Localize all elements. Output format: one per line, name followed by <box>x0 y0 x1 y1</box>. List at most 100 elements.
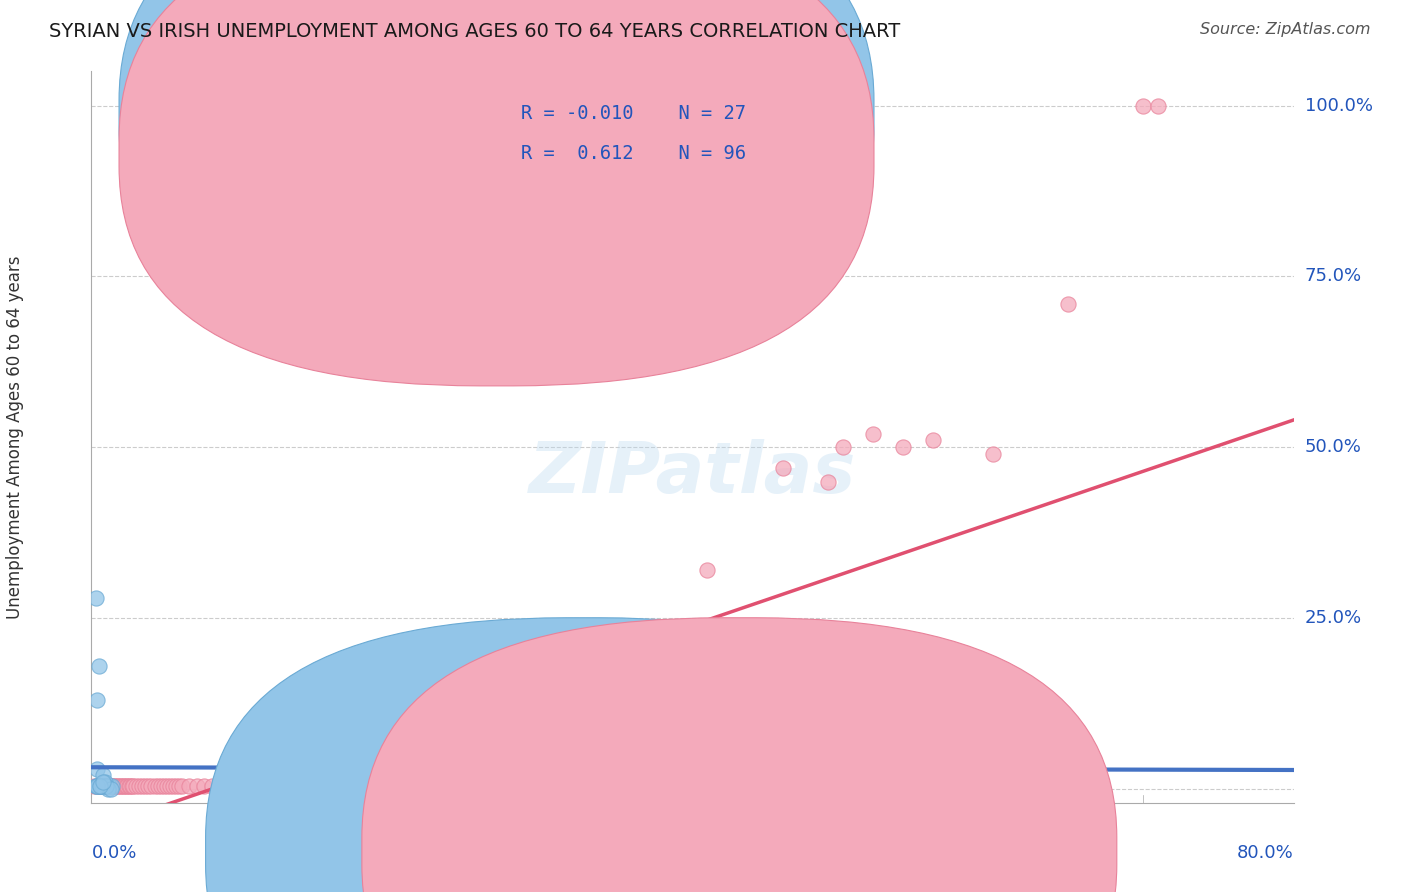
Point <box>727 755 749 769</box>
Point <box>756 747 779 762</box>
Point <box>696 563 718 577</box>
Point <box>801 741 824 756</box>
Point <box>1057 297 1080 311</box>
Point <box>167 779 190 793</box>
Text: 25.0%: 25.0% <box>1305 609 1362 627</box>
FancyBboxPatch shape <box>458 82 770 185</box>
Point <box>84 779 107 793</box>
Point <box>772 460 794 475</box>
Point <box>276 775 298 789</box>
Text: Irish: Irish <box>765 842 803 860</box>
Point <box>162 779 184 793</box>
Point <box>87 779 110 793</box>
Point <box>98 779 121 793</box>
Point <box>741 755 763 769</box>
Point <box>86 693 108 707</box>
Point <box>89 779 111 793</box>
Point <box>128 779 150 793</box>
Point <box>90 779 112 793</box>
Point <box>84 779 107 793</box>
Point <box>591 768 613 782</box>
Point <box>101 779 124 793</box>
Point <box>426 772 449 786</box>
Point <box>97 779 120 793</box>
Point <box>576 768 599 782</box>
Point <box>94 779 117 793</box>
Point <box>149 779 172 793</box>
Point <box>110 779 132 793</box>
Point <box>86 762 108 776</box>
Point <box>440 772 463 786</box>
Point <box>104 779 127 793</box>
FancyBboxPatch shape <box>361 618 1116 892</box>
Text: 80.0%: 80.0% <box>1237 845 1294 863</box>
Point <box>121 779 143 793</box>
Point <box>146 779 169 793</box>
Point <box>159 779 181 793</box>
Point <box>114 779 136 793</box>
Point <box>86 779 108 793</box>
Point <box>134 779 156 793</box>
Point <box>1132 98 1154 112</box>
Point <box>143 779 166 793</box>
Point <box>108 779 131 793</box>
Point <box>97 779 120 793</box>
Point <box>84 591 107 605</box>
Point <box>98 779 121 793</box>
Point <box>501 772 523 786</box>
Point <box>96 779 118 793</box>
Point <box>666 762 689 776</box>
Point <box>155 779 177 793</box>
Text: Source: ZipAtlas.com: Source: ZipAtlas.com <box>1201 22 1371 37</box>
Point <box>260 779 283 793</box>
Point <box>94 775 117 789</box>
Point <box>246 779 269 793</box>
Point <box>86 779 108 793</box>
Point <box>546 768 568 782</box>
Point <box>101 779 124 793</box>
Point <box>891 440 914 454</box>
Text: Unemployment Among Ages 60 to 64 years: Unemployment Among Ages 60 to 64 years <box>6 255 24 619</box>
Point <box>177 779 200 793</box>
Point <box>115 779 138 793</box>
Point <box>456 772 478 786</box>
Point <box>395 775 418 789</box>
FancyBboxPatch shape <box>120 0 875 386</box>
Point <box>125 779 148 793</box>
Point <box>817 475 839 489</box>
Text: R = -0.010    N = 27: R = -0.010 N = 27 <box>520 104 745 123</box>
Point <box>922 434 945 448</box>
Point <box>118 779 141 793</box>
Point <box>561 768 583 782</box>
Point <box>87 779 110 793</box>
Point <box>651 762 673 776</box>
Point <box>215 779 238 793</box>
Point <box>93 779 115 793</box>
Point <box>621 765 644 780</box>
Point <box>486 772 509 786</box>
Point <box>117 779 139 793</box>
Point <box>208 779 231 793</box>
Point <box>786 747 808 762</box>
Point <box>90 779 112 793</box>
Point <box>531 768 554 782</box>
Point <box>381 775 404 789</box>
Point <box>97 782 120 797</box>
Point <box>87 659 110 673</box>
Point <box>321 775 343 789</box>
Text: 100.0%: 100.0% <box>1305 96 1372 114</box>
Point <box>152 779 174 793</box>
Point <box>141 779 163 793</box>
Point <box>122 779 145 793</box>
Text: 50.0%: 50.0% <box>1305 438 1361 457</box>
Point <box>90 779 112 793</box>
Point <box>100 779 122 793</box>
Point <box>111 779 134 793</box>
Point <box>93 775 115 789</box>
Text: SYRIAN VS IRISH UNEMPLOYMENT AMONG AGES 60 TO 64 YEARS CORRELATION CHART: SYRIAN VS IRISH UNEMPLOYMENT AMONG AGES … <box>49 22 900 41</box>
Point <box>471 772 494 786</box>
Text: 75.0%: 75.0% <box>1305 268 1362 285</box>
Point <box>862 426 884 441</box>
Point <box>1147 98 1170 112</box>
Point <box>411 772 433 786</box>
